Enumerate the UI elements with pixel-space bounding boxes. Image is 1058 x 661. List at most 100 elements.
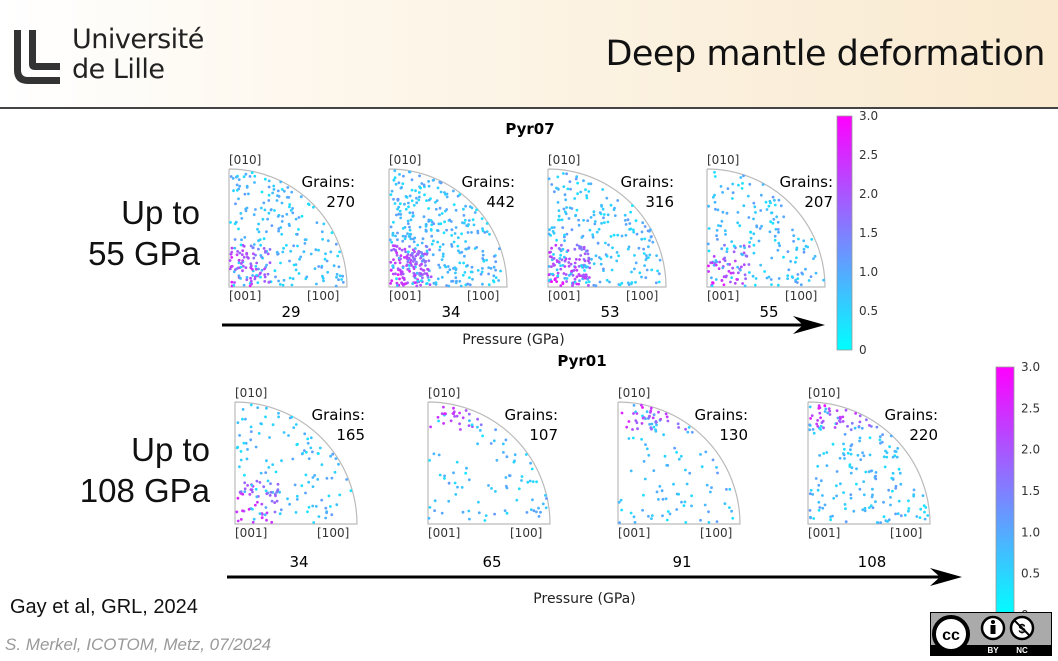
grain-point (626, 247, 630, 251)
grain-point (230, 280, 234, 284)
grain-point (453, 232, 457, 235)
grain-point (229, 221, 232, 224)
grain-point (562, 272, 566, 275)
grain-point (587, 259, 590, 263)
grain-point (857, 425, 861, 429)
grain-point (321, 276, 325, 280)
grain-point (399, 272, 403, 276)
grain-point (298, 257, 301, 261)
grain-point (563, 265, 567, 268)
arrow-head-icon (793, 316, 825, 334)
grain-point (294, 268, 298, 272)
grain-point (452, 406, 455, 410)
row1-label: Up to 55 GPa (88, 192, 200, 274)
grain-point (251, 520, 255, 524)
grain-point (396, 197, 400, 201)
grain-point (512, 460, 516, 464)
grain-point (261, 513, 264, 516)
grain-point (641, 508, 644, 512)
grain-point (452, 189, 455, 193)
grain-point (735, 278, 739, 281)
grain-point (334, 284, 338, 288)
grain-point (333, 470, 337, 474)
grain-point (550, 265, 553, 268)
grain-point (544, 494, 547, 497)
grain-point (398, 173, 401, 176)
grain-point (395, 277, 398, 281)
label-001: [001] (707, 289, 739, 303)
grain-point (600, 221, 603, 225)
grain-point (255, 479, 259, 483)
grain-point (647, 453, 651, 457)
grain-point (915, 515, 919, 518)
grain-point (716, 471, 719, 475)
grain-point (334, 242, 338, 246)
grain-point (421, 276, 424, 280)
grain-point (726, 187, 730, 191)
grain-point (822, 426, 825, 430)
grain-point (453, 415, 456, 418)
grain-point (249, 425, 253, 429)
grain-point (397, 256, 401, 260)
grain-point (802, 239, 806, 243)
grain-point (569, 272, 573, 276)
grain-point (410, 264, 413, 267)
grain-point (811, 493, 815, 496)
grain-point (844, 507, 847, 511)
grain-point (600, 203, 603, 207)
grains-label: Grains: (311, 406, 365, 424)
grain-point (320, 498, 324, 502)
grain-point (802, 247, 806, 251)
grain-point (588, 266, 592, 270)
grain-point (553, 190, 556, 194)
grain-point (391, 231, 395, 235)
grain-point (849, 493, 853, 496)
grain-point (858, 436, 862, 440)
grain-point (317, 265, 321, 268)
grain-point (541, 502, 545, 506)
cc-license-badge[interactable]: cc $ BY NC (930, 612, 1052, 656)
grain-point (398, 202, 402, 206)
grain-point (635, 232, 639, 236)
grain-point (467, 478, 471, 482)
grain-point (868, 453, 872, 457)
grain-point (869, 469, 873, 473)
grain-point (617, 254, 620, 258)
grain-point (664, 497, 668, 501)
grain-point (276, 482, 280, 486)
grain-point (609, 203, 613, 207)
grain-point (505, 486, 509, 490)
grain-point (259, 422, 263, 425)
grain-point (304, 238, 308, 242)
grain-point (777, 241, 781, 245)
grain-point (237, 274, 241, 278)
grain-point (658, 485, 662, 488)
grain-point (246, 484, 250, 487)
grain-point (779, 204, 783, 208)
grain-point (263, 275, 267, 279)
grain-point (874, 500, 877, 504)
grain-point (475, 208, 478, 212)
grain-point (715, 234, 718, 238)
label-100: [100] (890, 526, 922, 540)
grain-point (335, 503, 339, 507)
grain-point (267, 466, 271, 469)
grain-point (816, 425, 820, 428)
grain-point (657, 280, 661, 284)
grain-point (338, 493, 342, 497)
grain-point (566, 187, 570, 191)
grain-point (417, 191, 421, 194)
grain-point (479, 423, 483, 427)
grain-point (849, 452, 853, 456)
grain-point (773, 238, 777, 242)
grain-point (235, 253, 239, 257)
grain-point (558, 218, 561, 222)
grain-point (714, 207, 717, 211)
grain-point (450, 245, 454, 248)
grain-point (414, 254, 418, 258)
grain-point (492, 265, 496, 269)
grain-point (245, 251, 249, 255)
grain-point (563, 210, 567, 214)
grain-point (632, 230, 636, 234)
grain-point (325, 476, 329, 480)
